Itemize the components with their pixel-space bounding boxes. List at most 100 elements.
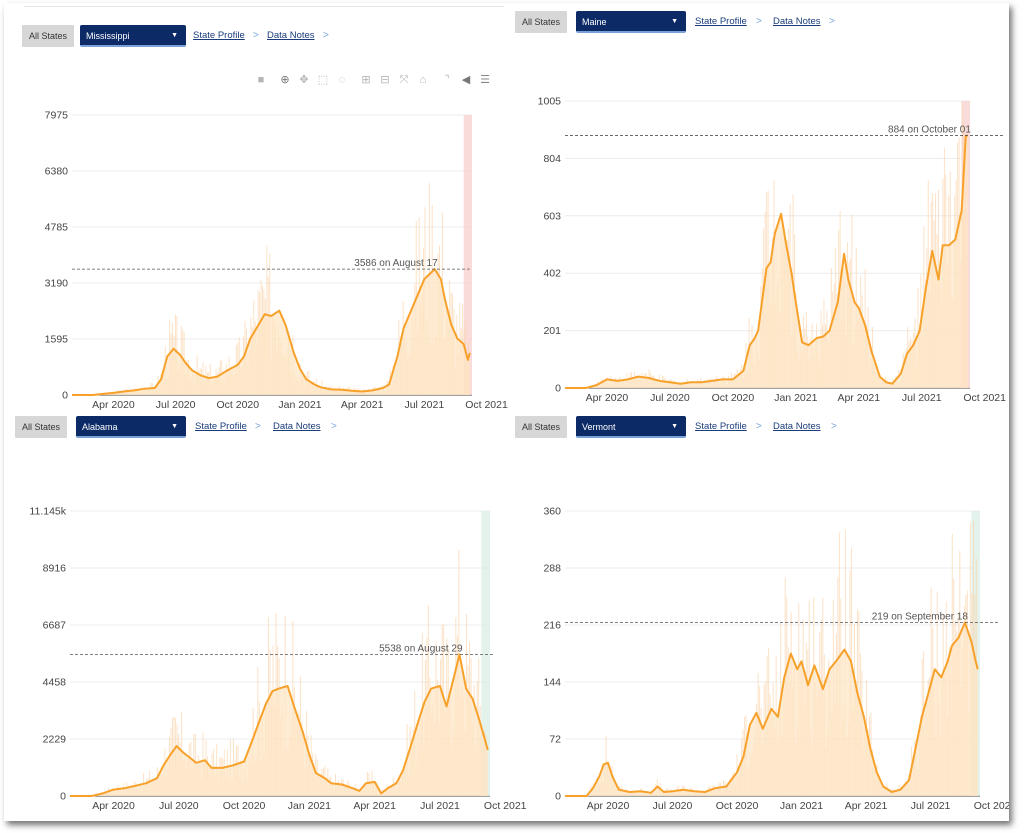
camera-icon[interactable]: ■	[257, 74, 265, 86]
seven-day-average-line[interactable]	[72, 268, 471, 396]
x-tick-label: Jul 2020	[650, 392, 690, 404]
x-tick-label: Apr 2021	[341, 399, 384, 411]
box-select-icon[interactable]: ⬚	[317, 74, 329, 86]
panel-maine: All States Maine ▼ State Profile > Data …	[515, 11, 1009, 421]
all-states-button[interactable]: All States	[15, 416, 68, 438]
state-dropdown[interactable]: Vermont ▼	[576, 416, 686, 438]
y-tick-label: 6687	[43, 620, 67, 632]
x-tick-label: Oct 2021	[484, 800, 527, 812]
pan-icon[interactable]: ✥	[299, 74, 309, 86]
y-tick-label: 2229	[43, 734, 67, 746]
y-tick-label: 402	[543, 268, 561, 280]
top-divider	[24, 6, 504, 7]
chevron-right-icon: >	[756, 16, 762, 27]
data-notes-link[interactable]: Data Notes	[273, 421, 321, 432]
peak-annotation: 5538 on August 29	[379, 643, 463, 654]
x-tick-label: Jul 2021	[911, 800, 951, 812]
cases-chart: 0 72 144 216 288 360 219 on September 18 Apr 20…	[543, 506, 1009, 813]
data-notes-link[interactable]: Data Notes	[773, 16, 821, 27]
chevron-right-icon: >	[756, 421, 762, 432]
x-tick-label: Jul 2021	[902, 392, 942, 404]
y-tick-label: 4458	[43, 677, 67, 689]
state-profile-link[interactable]: State Profile	[193, 30, 245, 41]
state-dropdown[interactable]: Alabama ▼	[76, 416, 186, 438]
x-tick-label: Jul 2021	[404, 399, 444, 411]
x-tick-label: Oct 2021	[963, 392, 1006, 404]
home-icon[interactable]: ⌂	[419, 74, 427, 86]
data-notes-link[interactable]: Data Notes	[773, 421, 821, 432]
x-tick-label: Jan 2021	[278, 399, 321, 411]
y-tick-label: 4785	[45, 222, 69, 234]
y-tick-label: 72	[549, 734, 561, 746]
cases-chart: 0 2229 4458 6687 8916 11.145k 5538 on August 2…	[29, 506, 526, 813]
y-tick-label: 3190	[45, 278, 69, 290]
zoom-in-icon[interactable]: ⊞	[361, 74, 371, 86]
chevron-right-icon: >	[331, 421, 337, 432]
y-tick-label: 0	[555, 791, 561, 803]
recent-data-band	[971, 511, 980, 796]
y-tick-label: 11.145k	[29, 506, 66, 518]
y-tick-label: 216	[543, 620, 561, 632]
all-states-button[interactable]: All States	[22, 25, 75, 47]
spike-lines-icon[interactable]: ⌝	[444, 74, 450, 86]
chart-controls: All States Mississippi ▼ State Profile >…	[22, 25, 522, 51]
x-tick-label: Oct 2021	[974, 800, 1009, 812]
seven-day-average-line[interactable]	[565, 621, 979, 797]
x-tick-label: Apr 2021	[353, 800, 396, 812]
panel-mississippi: All States Mississippi ▼ State Profile >…	[22, 25, 522, 435]
x-tick-label: Apr 2021	[845, 800, 888, 812]
chevron-right-icon: >	[829, 16, 835, 27]
x-tick-label: Oct 2020	[223, 800, 266, 812]
x-tick-label: Jul 2020	[159, 800, 199, 812]
average-area	[72, 269, 470, 395]
x-tick-label: Apr 2021	[837, 392, 880, 404]
all-states-button[interactable]: All States	[515, 11, 568, 33]
autoscale-icon[interactable]: ⤧	[399, 74, 409, 86]
chart-controls: All States Alabama ▼ State Profile > Dat…	[15, 416, 515, 442]
hover-closest-icon[interactable]: ◀	[461, 74, 471, 86]
x-tick-label: Jan 2021	[780, 800, 823, 812]
panel-vermont: All States Vermont ▼ State Profile > Dat…	[515, 416, 1009, 821]
x-tick-label: Oct 2020	[712, 392, 755, 404]
x-tick-label: Apr 2020	[586, 392, 629, 404]
y-tick-label: 6380	[45, 166, 69, 178]
panel-alabama: All States Alabama ▼ State Profile > Dat…	[15, 416, 527, 821]
all-states-button[interactable]: All States	[515, 416, 568, 438]
seven-day-average-line[interactable]	[70, 653, 489, 797]
state-dropdown-value: Maine	[582, 17, 607, 27]
state-profile-link[interactable]: State Profile	[195, 421, 247, 432]
zoom-icon[interactable]: ⊕	[280, 74, 290, 86]
x-tick-label: Apr 2020	[92, 800, 135, 812]
y-tick-label: 7975	[45, 110, 69, 122]
x-tick-label: Oct 2020	[716, 800, 759, 812]
average-area	[565, 135, 968, 388]
chevron-right-icon: >	[253, 30, 259, 41]
seven-day-average-line[interactable]	[565, 134, 968, 389]
y-tick-label: 1595	[45, 334, 69, 346]
y-tick-label: 0	[62, 390, 68, 402]
caret-down-icon: ▼	[671, 18, 678, 25]
state-dropdown[interactable]: Mississippi ▼	[80, 25, 186, 47]
y-tick-label: 288	[543, 563, 561, 575]
y-tick-label: 603	[543, 210, 561, 222]
state-dropdown-value: Vermont	[582, 422, 616, 432]
data-notes-link[interactable]: Data Notes	[267, 30, 315, 41]
hover-compare-icon[interactable]: ☰	[480, 74, 490, 86]
state-dropdown[interactable]: Maine ▼	[576, 11, 686, 33]
x-tick-label: Apr 2020	[587, 800, 630, 812]
x-tick-label: Jan 2021	[774, 392, 817, 404]
y-tick-label: 360	[543, 506, 561, 518]
chevron-right-icon: >	[255, 421, 261, 432]
y-tick-label: 144	[543, 677, 561, 689]
caret-down-icon: ▼	[171, 32, 178, 39]
lasso-icon[interactable]: ◌	[338, 74, 346, 86]
x-tick-label: Apr 2020	[92, 399, 135, 411]
state-profile-link[interactable]: State Profile	[695, 16, 747, 27]
caret-down-icon: ▼	[171, 423, 178, 430]
state-profile-link[interactable]: State Profile	[695, 421, 747, 432]
recent-data-band	[481, 511, 490, 796]
y-tick-label: 0	[555, 383, 561, 395]
zoom-out-icon[interactable]: ⊟	[380, 74, 390, 86]
state-dropdown-value: Alabama	[82, 422, 118, 432]
x-tick-label: Jul 2020	[156, 399, 196, 411]
